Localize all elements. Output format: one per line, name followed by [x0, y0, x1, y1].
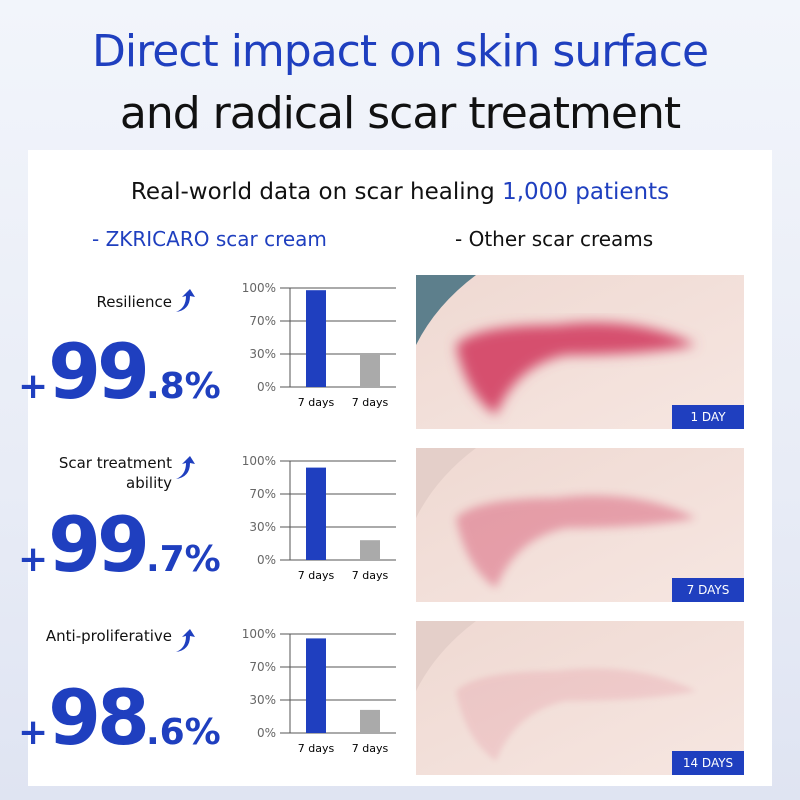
bar-chart: 100% 70% 30% 0% 7 days 7 days: [236, 280, 396, 410]
scar-image: [416, 448, 744, 602]
y-tick-label: 30%: [249, 693, 276, 707]
bar: [360, 709, 380, 733]
scar-image: [416, 621, 744, 775]
metric-label: Resilience: [96, 293, 172, 311]
bar: [360, 354, 380, 387]
metric-block: Scar treatment ability +99.7%: [0, 453, 232, 603]
metric-value: +99.7%: [18, 507, 221, 583]
metric-block: Anti-proliferative +98.6%: [0, 626, 232, 776]
x-tick-label: 7 days: [298, 396, 335, 409]
y-tick-label: 30%: [249, 347, 276, 361]
y-tick-label: 70%: [249, 487, 276, 501]
x-tick-label: 7 days: [298, 569, 335, 582]
y-tick-label: 100%: [242, 454, 276, 468]
value-decimal: .6%: [145, 712, 221, 753]
subtitle-text: Real-world data on scar healing: [130, 179, 503, 205]
metric-label: Anti-proliferative: [45, 627, 172, 645]
scar-photo: 7 DAYS: [416, 448, 744, 602]
y-tick-label: 70%: [249, 314, 276, 328]
scar-photo: 1 DAY: [416, 275, 744, 429]
legend-others: - Other scar creams: [455, 227, 654, 251]
plus-sign: +: [18, 539, 49, 580]
metric-value: +98.6%: [18, 680, 221, 756]
metric-block: Resilience +99.8%: [0, 280, 232, 430]
y-tick-label: 0%: [257, 726, 276, 740]
legend-ours: - ZKRICARO scar cream: [92, 227, 327, 251]
x-tick-label: 7 days: [352, 742, 389, 755]
day-tag: 1 DAY: [672, 405, 744, 429]
value-decimal: .8%: [145, 366, 221, 407]
subtitle: Real-world data on scar healing 1,000 pa…: [0, 178, 800, 206]
plus-sign: +: [18, 366, 49, 407]
scar-photo: 14 DAYS: [416, 621, 744, 775]
x-tick-label: 7 days: [352, 396, 389, 409]
arrow-up-icon: [176, 456, 195, 479]
arrow-up-icon: [176, 629, 195, 652]
bar: [360, 540, 380, 560]
metric-value: +99.8%: [18, 334, 221, 410]
title-line-1: Direct impact on skin surface: [91, 26, 709, 77]
bar: [306, 638, 326, 733]
scar-image: [416, 275, 744, 429]
metric-label: Scar treatment ability: [58, 454, 172, 492]
day-tag: 7 DAYS: [672, 578, 744, 602]
y-tick-label: 30%: [249, 520, 276, 534]
bar: [306, 290, 326, 387]
bar-chart: 100% 70% 30% 0% 7 days 7 days: [236, 453, 396, 583]
value-integer: 99: [48, 327, 150, 416]
value-integer: 98: [48, 673, 150, 762]
subtitle-highlight: 1,000 patients: [502, 179, 670, 205]
value-decimal: .7%: [145, 539, 221, 580]
bar-chart: 100% 70% 30% 0% 7 days 7 days: [236, 626, 396, 756]
x-tick-label: 7 days: [298, 742, 335, 755]
y-tick-label: 0%: [257, 380, 276, 394]
y-tick-label: 70%: [249, 660, 276, 674]
x-tick-label: 7 days: [352, 569, 389, 582]
arrow-up-icon: [176, 289, 195, 312]
day-tag: 14 DAYS: [672, 751, 744, 775]
value-integer: 99: [48, 500, 150, 589]
plus-sign: +: [18, 712, 49, 753]
y-tick-label: 0%: [257, 553, 276, 567]
bar: [306, 467, 326, 560]
title-line-2: and radical scar treatment: [119, 88, 681, 139]
y-tick-label: 100%: [242, 627, 276, 641]
y-tick-label: 100%: [242, 281, 276, 295]
